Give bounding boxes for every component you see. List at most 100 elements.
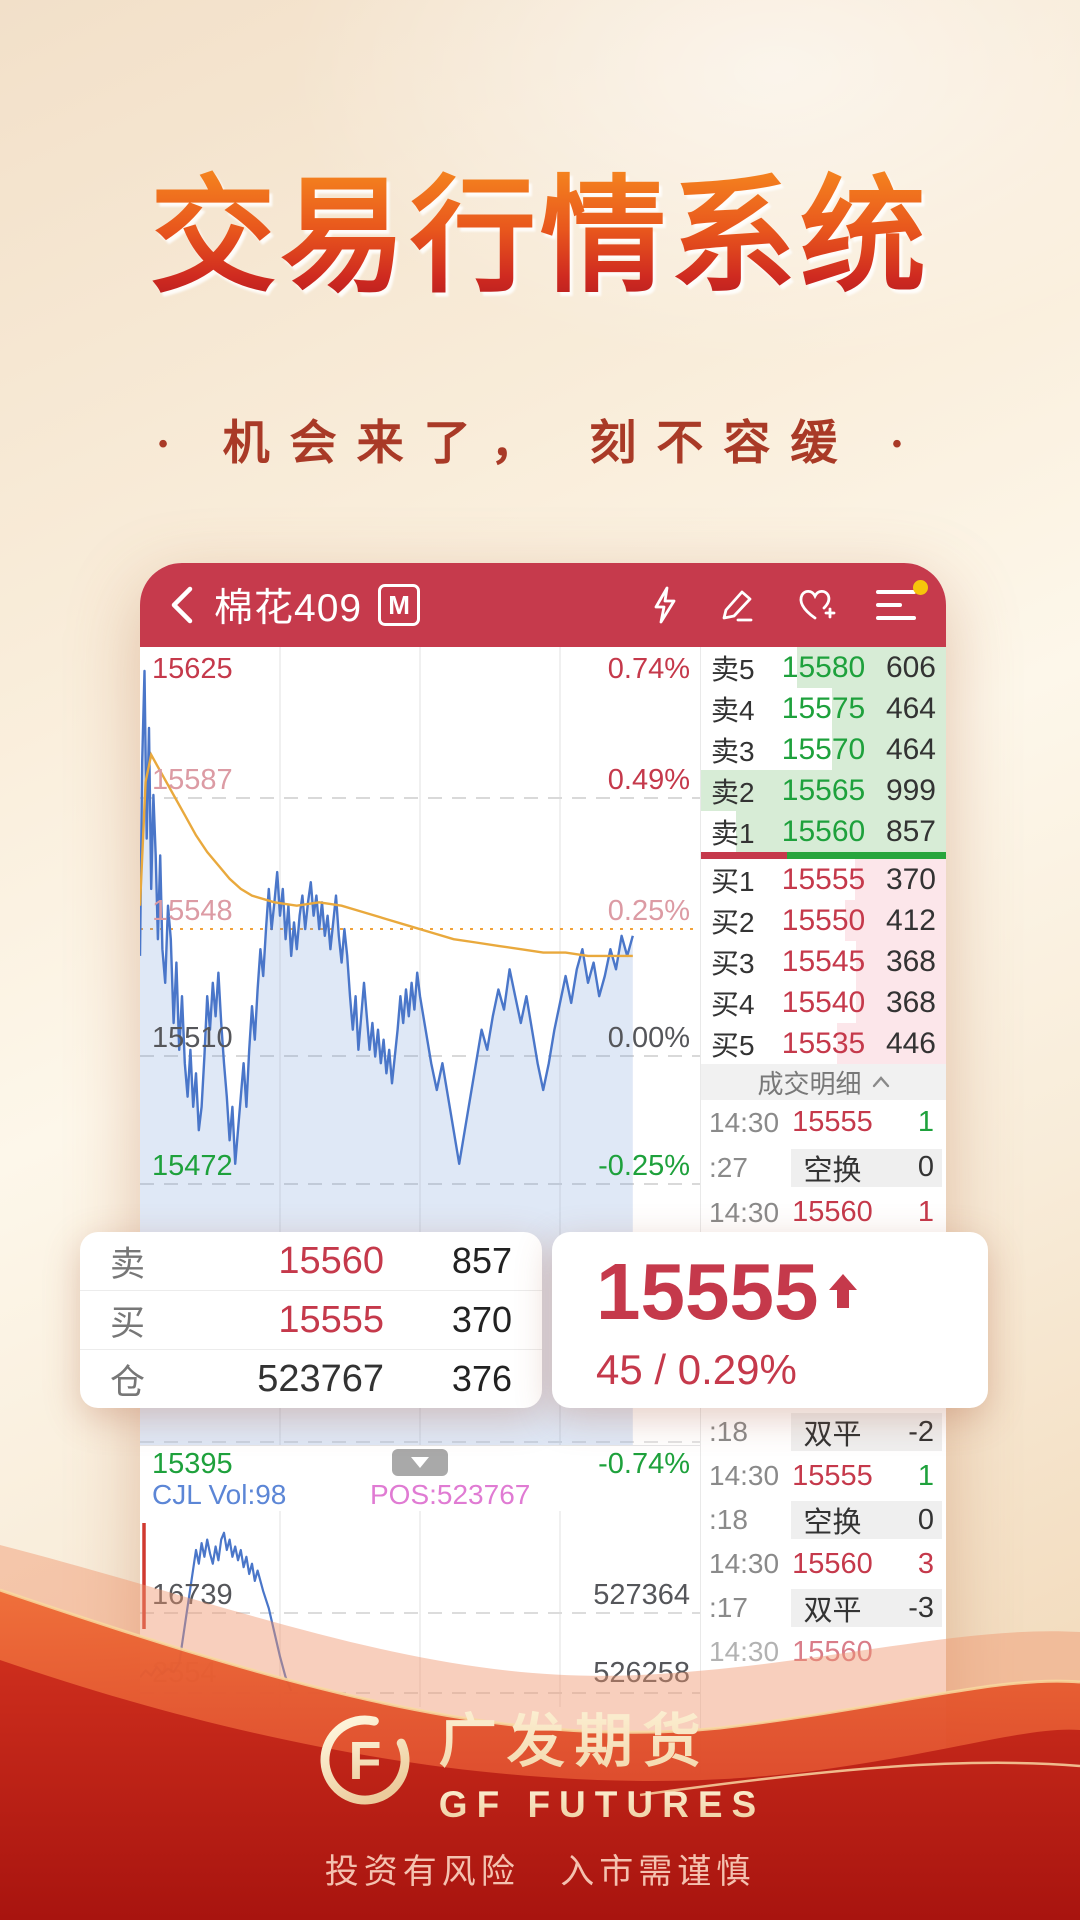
tape-time: 14:30 (709, 1636, 780, 1667)
buy-qty: 412 (885, 903, 936, 937)
subchart-right-label: 527364 (593, 1579, 690, 1611)
main-chart-price-label: 15625 (152, 653, 233, 685)
sell-level-row[interactable]: 卖5 15580 606 (701, 647, 946, 688)
buy-level-label: 买1 (711, 865, 755, 897)
buy-price: 15540 (781, 985, 866, 1019)
tape-value-wrap: 15560 3 (791, 1545, 942, 1583)
buy-depth-bar (855, 941, 946, 982)
sell-level-label: 卖3 (711, 735, 755, 767)
open-interest-label: 仓 (110, 1362, 146, 1402)
cjl-volume-label: CJL Vol:98 (152, 1479, 287, 1510)
buy-depth-bar (836, 1023, 946, 1064)
notification-dot (913, 580, 928, 595)
sell-qty: 857 (885, 814, 936, 848)
sell-depth-bar (735, 811, 946, 852)
axis-low-price: 15395 (152, 1448, 233, 1480)
favorite-heart-add-icon[interactable] (796, 586, 836, 624)
tape-row: :18 双平 -2 (701, 1410, 946, 1454)
ask-label: 卖 (110, 1244, 146, 1284)
buy-qty: 446 (885, 1026, 936, 1060)
tape-qty: 0 (917, 1503, 934, 1536)
bid-label: 买 (110, 1303, 146, 1343)
buy-qty: 370 (885, 862, 936, 896)
lightning-icon[interactable] (652, 586, 678, 624)
tape-value: 15560 (792, 1635, 873, 1668)
buy-level-row[interactable]: 买3 15545 368 (701, 941, 946, 982)
sell-price: 15565 (781, 773, 866, 807)
last-price: 15555 (596, 1247, 819, 1336)
ask-price: 15560 (278, 1239, 384, 1282)
sell-depth-bar (832, 729, 946, 770)
sell-depth-bar (832, 688, 946, 729)
tape-value: 双平 (803, 1419, 862, 1451)
tape-qty: -2 (908, 1415, 934, 1448)
buy-depth-bar (855, 859, 946, 900)
bid-row[interactable]: 买 15555 370 (80, 1291, 542, 1350)
tape-header[interactable]: 成交明细 (701, 1064, 946, 1100)
buy-level-row[interactable]: 买5 15535 446 (701, 1023, 946, 1064)
buy-qty: 368 (885, 985, 936, 1019)
tape-qty: 3 (917, 1547, 934, 1580)
tape-value-wrap: 15560 (791, 1633, 942, 1671)
bid-price: 15555 (278, 1298, 384, 1341)
quote-summary-card: 卖 15560 857 买 15555 370 仓 523767 376 (80, 1232, 542, 1408)
sell-price: 15575 (781, 691, 866, 725)
tape-value-wrap: 15555 1 (791, 1104, 942, 1142)
buy-level-label: 买2 (711, 906, 755, 938)
tape-qty: 1 (917, 1196, 934, 1228)
tape-list-upper: 14:30 15555 1:27 空换 0 14:30 15560 1 (701, 1100, 946, 1235)
tape-value-wrap: 双平 -2 (791, 1413, 942, 1451)
buy-level-row[interactable]: 买1 15555 370 (701, 859, 946, 900)
subchart-right-label: 526258 (593, 1657, 690, 1689)
tape-value: 15560 (792, 1196, 873, 1228)
sell-level-label: 卖1 (711, 817, 755, 849)
tape-time: 14:30 (709, 1548, 780, 1579)
buy-level-row[interactable]: 买4 15540 368 (701, 982, 946, 1023)
sell-level-row[interactable]: 卖3 15570 464 (701, 729, 946, 770)
buy-level-label: 买3 (711, 947, 755, 979)
sell-qty: 464 (885, 732, 936, 766)
edit-pencil-icon[interactable] (718, 586, 756, 624)
tape-qty: -3 (908, 1591, 934, 1624)
sell-level-row[interactable]: 卖2 15565 999 (701, 770, 946, 811)
buy-depth-bar (855, 982, 946, 1023)
subchart-indicator-row[interactable]: CJL Vol:98 POS:523767 (140, 1479, 700, 1511)
tape-row: 14:30 15555 1 (701, 1100, 946, 1145)
main-chart-price-label: 15510 (152, 1022, 233, 1054)
tape-time: :27 (709, 1151, 748, 1183)
tape-value-wrap: 空换 0 (791, 1148, 942, 1187)
tape-time: 14:30 (709, 1460, 780, 1491)
tape-time: :18 (709, 1416, 748, 1447)
back-chevron-icon[interactable] (170, 586, 194, 624)
gf-logo-icon: F (320, 1715, 410, 1805)
tape-time: 14:30 (709, 1106, 780, 1138)
price-change: 45 / 0.29% (596, 1346, 797, 1393)
sell-price: 15580 (781, 650, 866, 684)
sell-level-row[interactable]: 卖1 15560 857 (701, 811, 946, 852)
open-interest-row[interactable]: 仓 523767 376 (80, 1350, 542, 1408)
buy-depth-bar (845, 900, 946, 941)
tape-row: 14:30 15560 3 (701, 1542, 946, 1586)
buy-sell-ratio-bar (701, 852, 946, 859)
collapse-chart-button[interactable] (392, 1449, 448, 1476)
chevron-up-icon (872, 1076, 889, 1088)
chart-bottom-scale-row: 15395 -0.74% (140, 1445, 700, 1480)
sell-qty: 606 (885, 650, 936, 684)
sell-level-row[interactable]: 卖4 15575 464 (701, 688, 946, 729)
tape-qty: 1 (917, 1106, 934, 1138)
last-price-card: 15555 45 / 0.29% (552, 1232, 988, 1408)
buy-level-row[interactable]: 买2 15550 412 (701, 900, 946, 941)
menu-lines-icon[interactable] (876, 580, 928, 622)
svg-text:F: F (348, 1731, 381, 1791)
subchart-left-label: 16739 (152, 1579, 233, 1611)
position-label: POS:523767 (370, 1479, 531, 1510)
main-contract-badge: M (378, 584, 421, 626)
sell-qty: 464 (885, 691, 936, 725)
ask-row[interactable]: 卖 15560 857 (80, 1232, 542, 1291)
open-interest-value: 523767 (257, 1357, 384, 1400)
tape-value: 15555 (792, 1459, 873, 1492)
buy-depth-list: 买1 15555 370 买2 15550 412 买3 15545 368 买4 15540 368… (701, 859, 946, 1064)
tape-row: :27 空换 0 (701, 1145, 946, 1190)
main-chart-price-label: 15548 (152, 895, 233, 927)
tape-header-label: 成交明细 (757, 1068, 862, 1099)
